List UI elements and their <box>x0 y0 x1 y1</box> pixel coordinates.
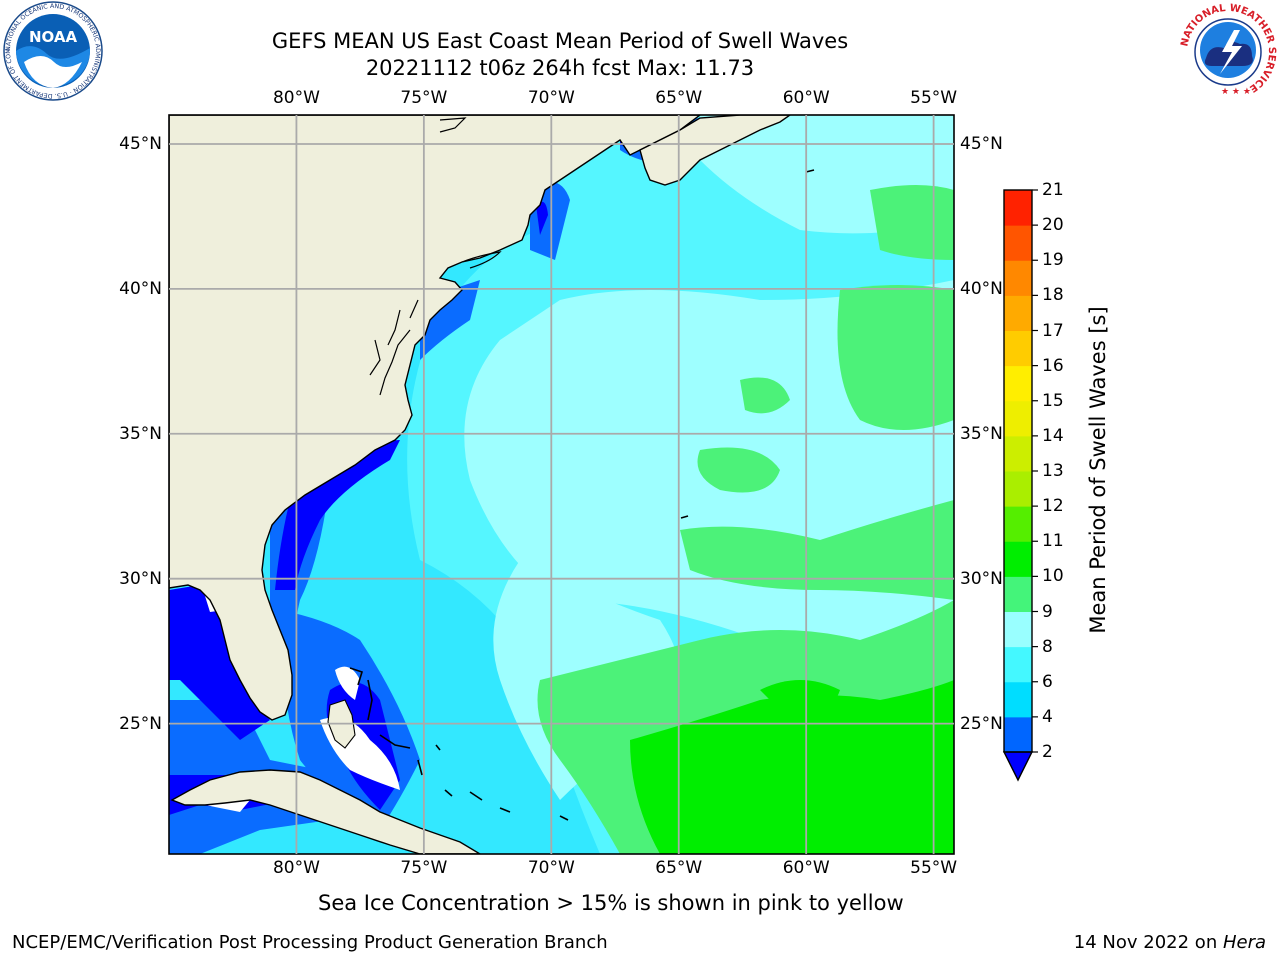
colorbar-segment <box>1004 330 1032 367</box>
colorbar-tick-label: 19 <box>1042 250 1064 271</box>
latitude-label: 30°N <box>960 568 1003 589</box>
swell-zone-9-10-c <box>870 185 954 260</box>
graticule <box>169 115 954 854</box>
colorbar-segment <box>1004 365 1032 402</box>
colorbar-segment <box>1004 646 1032 683</box>
colorbar-segment <box>1004 225 1032 261</box>
svg-text:★ ★ ★: ★ ★ ★ <box>1221 87 1251 97</box>
date-prefix: 14 Nov 2022 on <box>1073 932 1223 953</box>
colorbar-tick-label: 14 <box>1042 425 1064 446</box>
credit-text: NCEP/EMC/Verification Post Processing Pr… <box>12 932 608 953</box>
longitude-label: 65°W <box>655 88 703 108</box>
colorbar-segment <box>1004 260 1032 296</box>
longitude-label: 70°W <box>527 88 575 108</box>
land-cuba <box>170 769 482 854</box>
colorbar-tick-label: 20 <box>1042 215 1064 236</box>
latitude-label: 30°N <box>119 568 162 589</box>
colorbar-segment <box>1004 681 1032 718</box>
latitude-label: 40°N <box>119 278 162 299</box>
latitude-label: 35°N <box>960 423 1003 444</box>
longitude-label: 70°W <box>527 858 575 878</box>
longitude-label: 55°W <box>910 858 958 878</box>
colorbar-tick-label: 4 <box>1042 706 1053 727</box>
colorbar-segment <box>1004 506 1032 542</box>
colorbar-tick-label: 9 <box>1042 601 1053 622</box>
nws-logo: NATIONAL WEATHER SERVICE ★ ★ ★ <box>1179 3 1277 100</box>
colorbar-segment <box>1004 471 1032 507</box>
colorbar-tick-label: 15 <box>1042 390 1064 411</box>
latitude-label: 40°N <box>960 278 1003 299</box>
colorbar-under-arrow <box>1002 751 1034 782</box>
noaa-logo: NATIONAL OCEANIC AND ATMOSPHERIC ADMINIS… <box>2 0 103 101</box>
colorbar-tick-label: 12 <box>1042 496 1064 517</box>
colorbar-segment <box>1004 400 1032 437</box>
land-nova-scotia <box>639 115 792 186</box>
colorbar-tick-label: 18 <box>1042 285 1064 306</box>
latitude-label: 45°N <box>119 133 162 154</box>
colorbar-tick-label: 13 <box>1042 461 1064 481</box>
colorbar-segment <box>1004 541 1032 577</box>
swell-zone-under-2-e <box>536 201 548 235</box>
masked-shallow-a <box>335 666 360 700</box>
date-stamp: 14 Nov 2022 on Hera <box>1074 932 1266 954</box>
longitude-label: 80°W <box>272 88 320 108</box>
colorbar-tick-label: 10 <box>1042 566 1064 587</box>
colorbar-segment <box>1004 576 1032 612</box>
colorbar-label: Mean Period of Swell Waves [s] <box>1086 306 1110 634</box>
colorbar-segment <box>1004 295 1032 331</box>
longitude-label: 75°W <box>400 858 448 878</box>
coastline-chesapeake-detail <box>369 117 502 396</box>
latitude-label: 25°N <box>960 713 1003 734</box>
swell-zone-under-2-b <box>169 585 270 740</box>
longitude-label: 65°W <box>655 858 703 878</box>
map-frame <box>168 114 955 855</box>
colorbar-tick-label: 8 <box>1042 636 1053 657</box>
swell-zone-9-10-f <box>740 377 790 414</box>
longitude-label: 75°W <box>400 88 448 108</box>
chart-title-line1: GEFS MEAN US East Coast Mean Period of S… <box>271 29 849 53</box>
longitude-label: 80°W <box>272 858 320 878</box>
colorbar-segment <box>1004 611 1032 648</box>
swell-zone-9-10-d <box>697 447 780 493</box>
swell-zone-9-10-b <box>837 285 954 430</box>
sea-ice-note: Sea Ice Concentration > 15% is shown in … <box>318 891 904 915</box>
longitude-label: 55°W <box>910 88 958 108</box>
noaa-logo-text: NOAA <box>29 28 78 46</box>
colorbar-tick-label: 21 <box>1042 180 1064 200</box>
colorbar-tick-label: 6 <box>1042 671 1053 692</box>
land-north-america <box>169 115 702 721</box>
longitude-label: 60°W <box>782 88 830 108</box>
longitude-label: 60°W <box>782 858 830 878</box>
swell-zone-10-11-b <box>760 680 840 720</box>
colorbar-tick-label: 17 <box>1042 320 1064 341</box>
colorbar-segment <box>1004 435 1032 472</box>
land-bahamas-islands <box>349 169 815 821</box>
colorbar-tick-label: 11 <box>1042 531 1064 552</box>
colorbar-segment <box>1004 716 1032 753</box>
swell-zone-9-10-e <box>680 500 954 600</box>
colorbar-segment <box>1004 190 1032 226</box>
colorbar-tick-label: 16 <box>1042 355 1064 376</box>
latitude-label: 45°N <box>960 133 1003 154</box>
latitude-label: 35°N <box>119 423 162 444</box>
colorbar-tick-label: 2 <box>1042 742 1053 762</box>
colorbar <box>1002 189 1038 782</box>
latitude-label: 25°N <box>119 713 162 734</box>
machine-name: Hera <box>1222 932 1266 953</box>
chart-title-line2: 20221112 t06z 264h fcst Max: 11.73 <box>365 56 755 80</box>
